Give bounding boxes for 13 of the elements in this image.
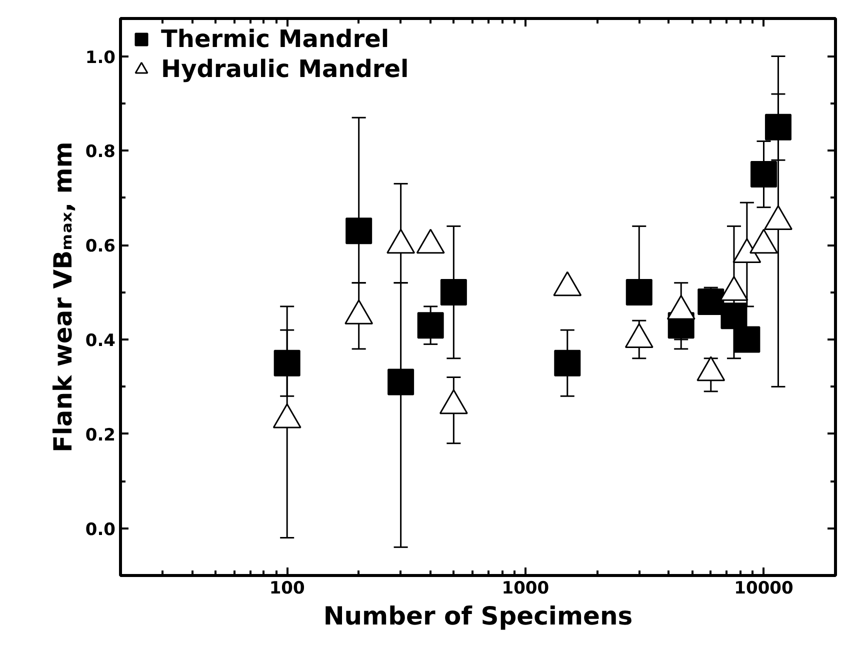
x-axis-title: Number of Specimens	[323, 602, 633, 630]
y-tick-label: 1.0	[85, 48, 116, 68]
legend-label: Thermic Mandrel	[161, 25, 390, 53]
y-tick-label: 0.6	[85, 236, 116, 257]
legend-label: Hydraulic Mandrel	[161, 55, 409, 83]
y-tick-label: 0.2	[85, 425, 116, 446]
y-tick-label: 0.0	[85, 520, 116, 540]
y-axis-title: Flank wear VBₘₐₓ, mm	[48, 142, 78, 452]
y-tick-label: 0.4	[85, 330, 116, 351]
y-tick-label: 0.8	[85, 142, 116, 162]
x-tick-label: 1000	[502, 578, 550, 598]
x-tick-label: 10000	[734, 578, 794, 598]
x-tick-label: 100	[269, 578, 305, 598]
